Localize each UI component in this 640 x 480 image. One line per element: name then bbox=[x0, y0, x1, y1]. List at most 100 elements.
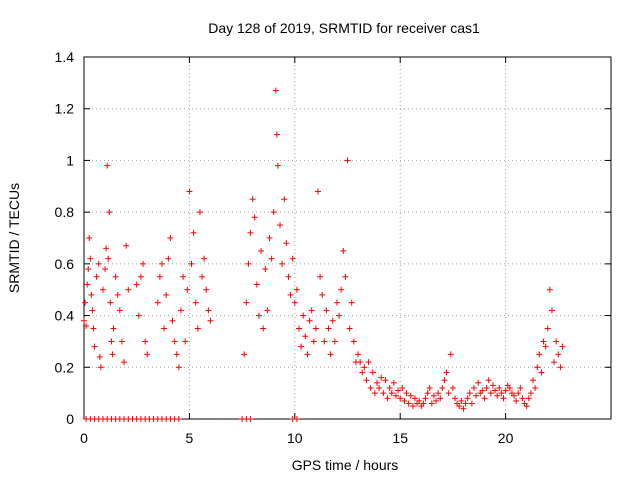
data-point bbox=[188, 260, 195, 267]
data-point bbox=[175, 364, 182, 371]
data-point bbox=[498, 390, 505, 397]
data-point bbox=[140, 260, 147, 267]
data-point bbox=[156, 273, 163, 280]
data-point bbox=[481, 395, 488, 402]
data-point bbox=[452, 395, 459, 402]
data-point bbox=[546, 286, 553, 293]
data-point bbox=[97, 364, 104, 371]
data-point bbox=[496, 384, 503, 391]
data-point bbox=[109, 351, 116, 358]
data-point bbox=[367, 384, 374, 391]
data-point bbox=[270, 209, 277, 216]
data-point bbox=[296, 325, 303, 332]
data-point bbox=[460, 405, 467, 412]
data-point bbox=[293, 416, 300, 422]
data-point bbox=[536, 351, 543, 358]
y-tick-label: 0 bbox=[66, 411, 74, 427]
data-point bbox=[435, 390, 442, 397]
data-point bbox=[85, 266, 92, 273]
data-point bbox=[323, 307, 330, 314]
data-point bbox=[382, 377, 389, 384]
data-point bbox=[121, 359, 128, 366]
data-point bbox=[384, 395, 391, 402]
data-point bbox=[158, 260, 165, 267]
data-point bbox=[327, 351, 334, 358]
data-point bbox=[416, 397, 423, 404]
data-point bbox=[249, 196, 256, 203]
data-point bbox=[135, 312, 142, 319]
data-point bbox=[184, 286, 191, 293]
data-point bbox=[371, 390, 378, 397]
data-point bbox=[388, 390, 395, 397]
data-point bbox=[513, 397, 520, 404]
data-point bbox=[173, 351, 180, 358]
data-point bbox=[142, 338, 149, 345]
data-point bbox=[369, 369, 376, 376]
y-tick-label: 0.6 bbox=[55, 256, 75, 272]
data-point bbox=[319, 291, 326, 298]
data-point bbox=[118, 338, 125, 345]
chart-title: Day 128 of 2019, SRMTID for receiver cas… bbox=[208, 20, 480, 36]
data-point bbox=[82, 299, 89, 306]
data-point bbox=[205, 307, 212, 314]
data-point bbox=[397, 395, 404, 402]
data-point bbox=[186, 188, 193, 195]
data-point bbox=[462, 400, 469, 407]
data-point bbox=[411, 395, 418, 402]
data-point bbox=[428, 400, 435, 407]
data-point bbox=[114, 291, 121, 298]
data-point bbox=[430, 392, 437, 399]
data-point bbox=[304, 351, 311, 358]
data-point bbox=[167, 235, 174, 241]
data-point bbox=[338, 286, 345, 293]
data-point bbox=[321, 338, 328, 345]
data-point bbox=[403, 390, 410, 397]
data-point bbox=[407, 392, 414, 399]
data-point bbox=[525, 395, 532, 402]
data-point bbox=[437, 395, 444, 402]
data-point bbox=[81, 317, 87, 324]
y-tick-label: 0.4 bbox=[55, 308, 75, 324]
data-point bbox=[247, 416, 254, 422]
data-point bbox=[314, 188, 321, 195]
data-point bbox=[264, 307, 271, 314]
data-point bbox=[544, 325, 551, 332]
data-point bbox=[95, 260, 102, 267]
data-point bbox=[266, 235, 273, 241]
data-point bbox=[464, 395, 471, 402]
data-point bbox=[344, 157, 351, 164]
data-point bbox=[466, 390, 473, 397]
data-point bbox=[340, 247, 347, 254]
data-point bbox=[258, 247, 265, 254]
data-point bbox=[277, 222, 284, 229]
data-point bbox=[165, 255, 172, 262]
data-point bbox=[243, 299, 250, 306]
data-point bbox=[527, 390, 534, 397]
x-tick-label: 15 bbox=[392, 430, 408, 446]
data-point bbox=[548, 307, 555, 314]
data-point bbox=[175, 416, 182, 422]
data-point bbox=[333, 299, 340, 306]
data-point bbox=[83, 322, 90, 329]
x-tick-label: 5 bbox=[186, 430, 194, 446]
data-point bbox=[449, 384, 456, 391]
data-point bbox=[274, 162, 281, 169]
data-point bbox=[494, 392, 501, 399]
x-axis-label: GPS time / hours bbox=[292, 457, 399, 473]
data-point bbox=[483, 384, 490, 391]
data-point bbox=[523, 403, 530, 410]
data-point bbox=[253, 281, 260, 288]
data-point bbox=[530, 377, 537, 384]
data-point bbox=[540, 338, 547, 345]
data-point bbox=[199, 273, 206, 280]
data-point bbox=[125, 286, 132, 293]
data-point bbox=[99, 286, 106, 293]
data-point bbox=[116, 307, 123, 314]
data-point bbox=[308, 307, 315, 314]
data-point bbox=[268, 255, 275, 262]
data-point bbox=[293, 286, 300, 293]
data-point bbox=[245, 260, 252, 267]
data-point bbox=[441, 377, 448, 384]
data-point bbox=[374, 379, 381, 386]
